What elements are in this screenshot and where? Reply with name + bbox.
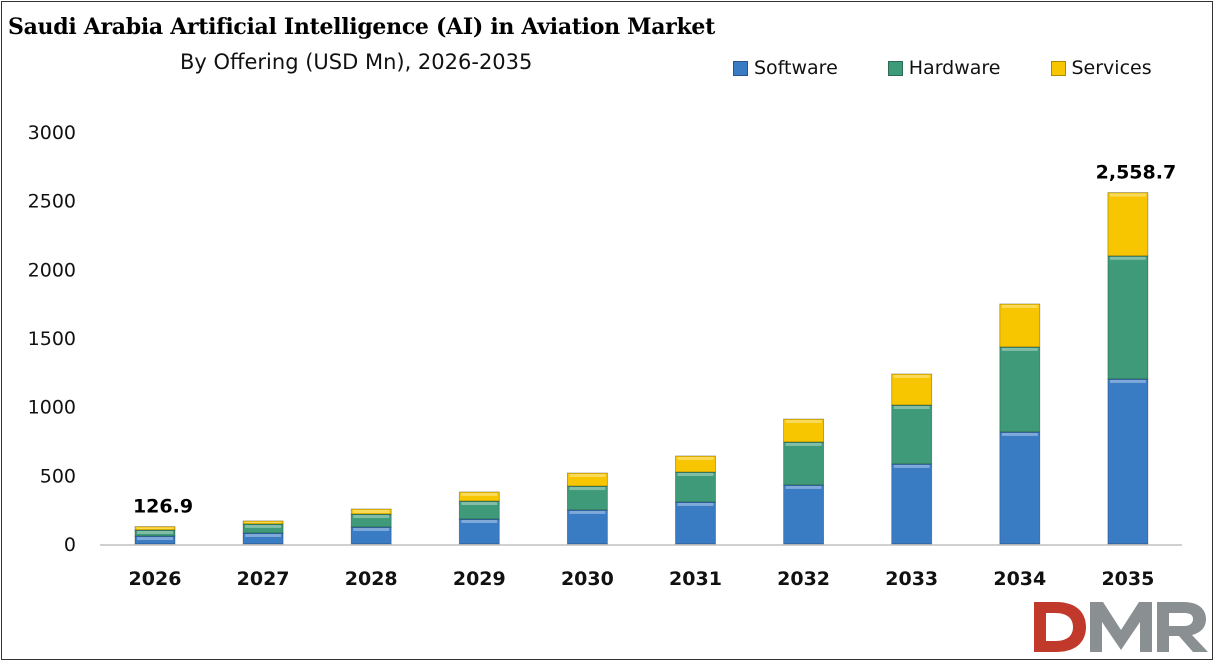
y-tick-label: 2000 xyxy=(28,259,76,281)
bar-segment-hardware xyxy=(999,346,1041,433)
bar-segment-services xyxy=(1107,192,1149,257)
bar-highlight xyxy=(677,502,714,506)
data-label: 126.9 xyxy=(133,496,193,518)
bar-highlight xyxy=(893,464,930,468)
bar-highlight xyxy=(1109,193,1146,197)
x-tick-label: 2027 xyxy=(237,568,290,590)
data-label: 2,558.7 xyxy=(1096,162,1177,184)
logo-letter-r xyxy=(1157,602,1208,652)
legend-swatch xyxy=(887,60,903,76)
bar-highlight xyxy=(353,515,390,519)
bar-highlight xyxy=(461,502,498,506)
bar-highlight xyxy=(569,473,606,477)
legend: Software Hardware Services xyxy=(733,57,1152,79)
bar-segment-software xyxy=(999,431,1041,545)
logo-letter-d xyxy=(1034,602,1086,652)
bar-highlight xyxy=(137,537,173,541)
bar-segment-software xyxy=(567,509,608,545)
legend-item-software: Software xyxy=(733,57,838,79)
bar-highlight xyxy=(569,510,606,514)
bar-highlight xyxy=(1001,432,1038,436)
bar-segment-software xyxy=(1107,378,1149,545)
bar-highlight xyxy=(785,420,822,424)
bar-highlight xyxy=(677,456,714,460)
bar-highlight xyxy=(785,485,822,489)
bar-highlight xyxy=(677,473,714,477)
bar-segment-hardware xyxy=(458,500,500,520)
legend-label: Services xyxy=(1071,57,1152,79)
bar-segment-services xyxy=(242,520,284,525)
bar-highlight xyxy=(353,527,390,531)
bar-segment-software xyxy=(891,463,933,545)
bar-highlight xyxy=(569,487,606,491)
bar-segment-software xyxy=(675,501,716,545)
x-tick-label: 2031 xyxy=(669,568,722,590)
bar-highlight xyxy=(1001,304,1038,308)
legend-label: Hardware xyxy=(908,57,1001,79)
chart-subtitle: By Offering (USD Mn), 2026-2035 xyxy=(180,50,533,74)
bar-segment-services xyxy=(783,418,824,443)
x-tick-label: 2026 xyxy=(129,568,182,590)
legend-swatch xyxy=(733,60,748,76)
bar-segment-hardware xyxy=(1107,255,1149,380)
bar-highlight xyxy=(785,442,822,446)
bar-segment-hardware xyxy=(783,441,824,486)
y-tick-label: 500 xyxy=(40,465,76,487)
bar-segment-hardware xyxy=(675,471,716,503)
bar-highlight xyxy=(1109,379,1146,383)
bar-highlight xyxy=(245,524,282,528)
bar-highlight xyxy=(245,534,282,538)
x-tick-label: 2033 xyxy=(885,568,938,590)
bar-segment-services xyxy=(999,303,1041,348)
bar-segment-software xyxy=(458,518,500,545)
x-tick-label: 2035 xyxy=(1101,568,1154,590)
y-tick-label: 1000 xyxy=(28,397,76,419)
y-tick-label: 2500 xyxy=(28,191,76,213)
bar-segment-services xyxy=(675,455,716,473)
bar-highlight xyxy=(461,520,498,524)
bar-highlight xyxy=(893,374,930,378)
bar-highlight xyxy=(893,406,930,410)
x-tick-label: 2034 xyxy=(993,568,1046,590)
bar-highlight xyxy=(137,530,173,534)
legend-swatch xyxy=(1050,60,1066,76)
x-tick-label: 2029 xyxy=(453,568,506,590)
x-tick-label: 2032 xyxy=(777,568,830,590)
y-tick-label: 3000 xyxy=(28,122,76,144)
chart-title: Saudi Arabia Artificial Intelligence (AI… xyxy=(8,14,715,40)
x-tick-label: 2028 xyxy=(345,568,398,590)
logo-letter-m xyxy=(1090,602,1152,652)
bar-segment-hardware xyxy=(891,404,933,465)
bar-segment-services xyxy=(134,526,176,531)
bar-segment-services xyxy=(458,491,500,502)
bar-segment-services xyxy=(567,472,608,487)
bar-highlight xyxy=(461,492,498,496)
y-tick-label: 0 xyxy=(64,534,76,556)
legend-item-hardware: Hardware xyxy=(887,57,1001,79)
legend-label: Software xyxy=(754,57,838,79)
bar-segment-software xyxy=(783,484,824,545)
bar-highlight xyxy=(353,509,390,513)
x-tick-label: 2030 xyxy=(561,568,614,590)
legend-item-services: Services xyxy=(1050,57,1152,79)
bar-highlight xyxy=(137,527,173,529)
bar-segment-services xyxy=(891,373,933,406)
bar-segment-services xyxy=(350,508,392,515)
bar-highlight xyxy=(1001,347,1038,351)
y-tick-label: 1500 xyxy=(28,328,76,350)
bar-highlight xyxy=(245,521,282,523)
dmr-logo xyxy=(1034,602,1208,652)
bar-highlight xyxy=(1109,256,1146,260)
